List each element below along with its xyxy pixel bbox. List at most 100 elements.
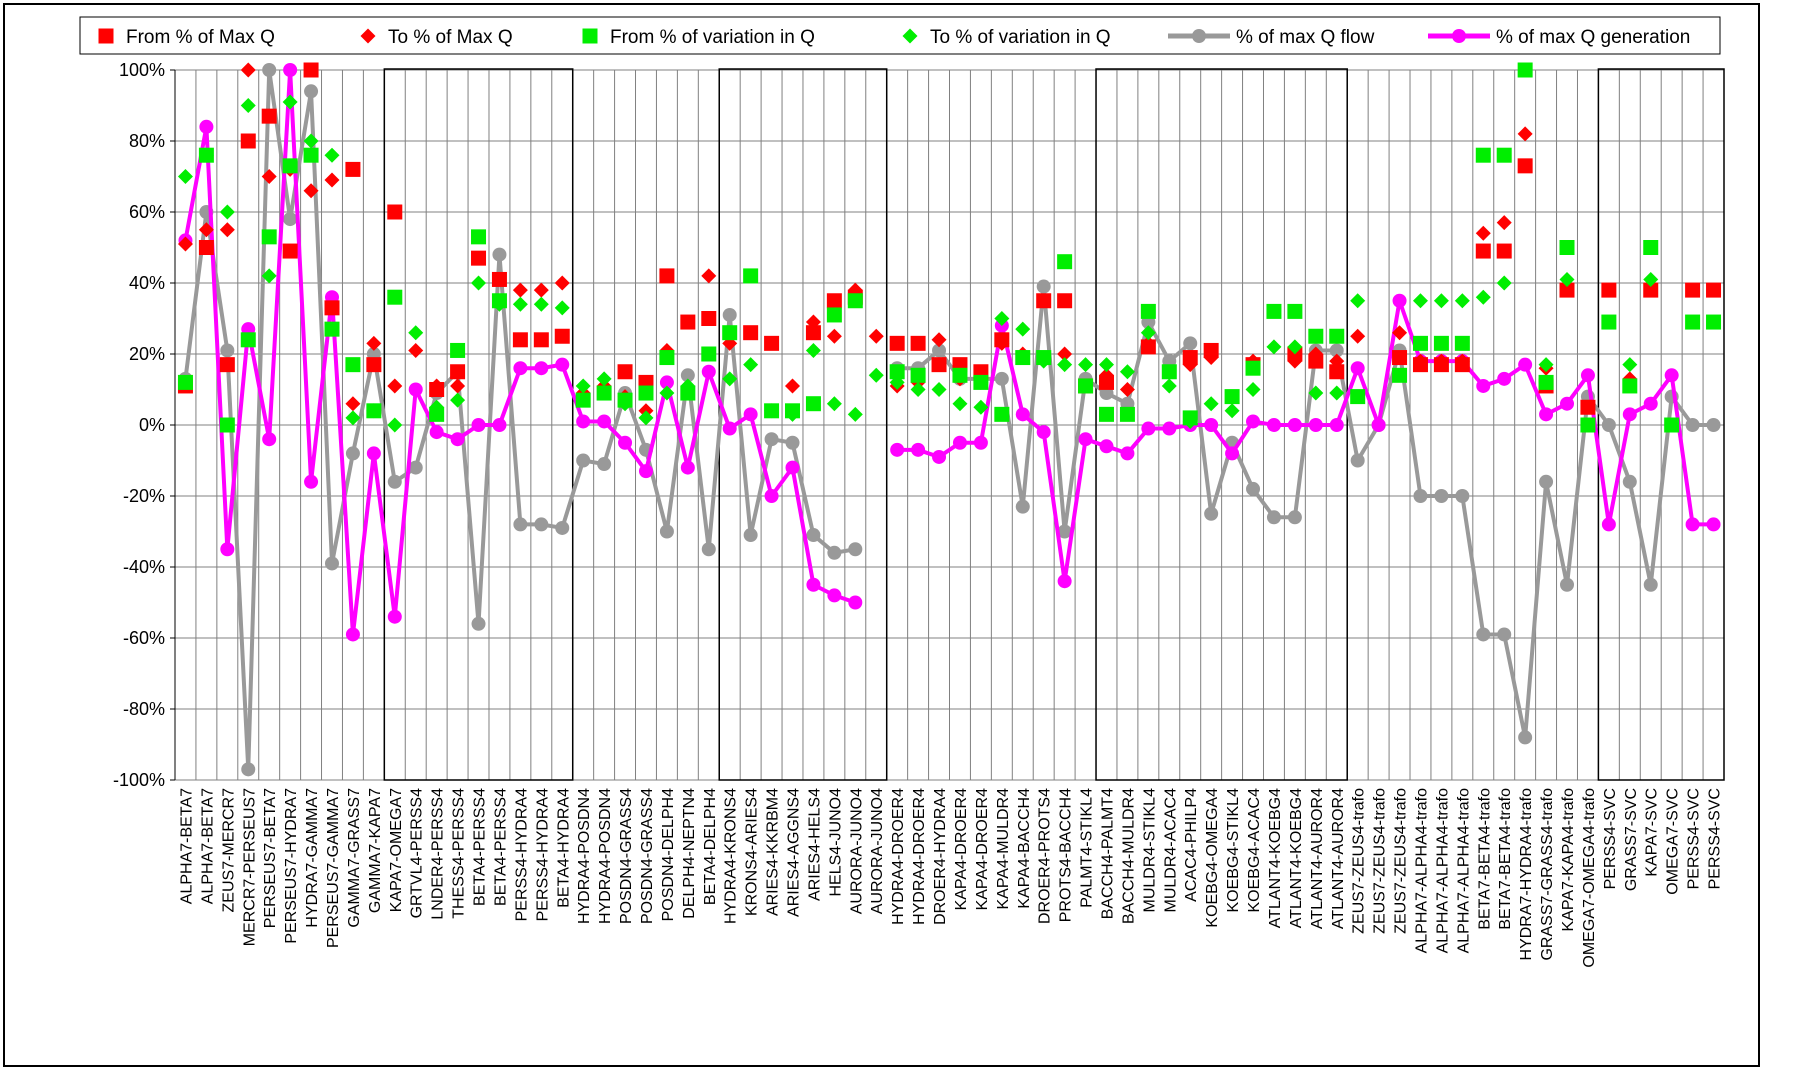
data-point	[1601, 282, 1617, 298]
series-layer	[177, 62, 1722, 777]
data-point	[680, 368, 695, 383]
data-point	[743, 357, 759, 373]
data-point	[303, 183, 319, 199]
x-category-label: ARIES4-AGGNS4	[786, 788, 803, 917]
data-point	[491, 271, 507, 287]
data-point	[261, 169, 277, 184]
data-point	[1099, 439, 1114, 454]
data-point	[533, 332, 549, 348]
data-point	[994, 406, 1010, 422]
data-point	[1454, 335, 1470, 351]
data-point	[471, 616, 486, 631]
data-point	[471, 229, 487, 245]
x-category-label: MULDR4-STIKL4	[1141, 788, 1158, 913]
data-point	[1308, 328, 1324, 344]
data-point	[1057, 346, 1073, 362]
x-axis: ALPHA7-BETA7 ALPHA7-BETA7 ZEUS7-MERCR7 MERC…	[178, 788, 1723, 968]
data-point	[366, 335, 382, 351]
data-point	[931, 357, 947, 373]
y-tick-label: -40%	[123, 557, 165, 577]
x-category-label: PERSEUS7-BETA7	[262, 788, 279, 928]
data-point	[575, 392, 591, 408]
data-point	[932, 449, 947, 464]
x-category-label: ZEUS7-ZEUS4-trafo	[1393, 788, 1410, 934]
data-point	[1517, 126, 1533, 142]
x-category-label: OMEGA7-SVC	[1665, 788, 1682, 895]
data-point	[764, 403, 780, 419]
data-point	[1433, 353, 1449, 369]
data-point	[575, 378, 591, 394]
data-point	[1518, 357, 1533, 372]
data-point	[973, 399, 989, 415]
data-point	[910, 382, 926, 397]
data-point	[1182, 357, 1198, 373]
x-category-label: ALPHA7-ALPHA4-trafo	[1413, 788, 1430, 954]
data-point	[1245, 360, 1261, 376]
data-point	[889, 335, 905, 351]
data-point	[471, 250, 487, 266]
data-point	[1266, 339, 1282, 355]
data-point	[659, 268, 675, 284]
data-point	[219, 204, 235, 220]
data-point	[1622, 357, 1638, 373]
data-point	[345, 396, 361, 412]
data-point	[1246, 481, 1261, 496]
data-point	[1119, 364, 1135, 380]
y-tick-label: -60%	[123, 628, 165, 648]
data-point	[491, 296, 507, 312]
data-point	[1560, 396, 1575, 411]
data-point	[219, 222, 235, 238]
x-category-label: PERSEUS7-GAMMA7	[325, 788, 342, 948]
data-point	[722, 371, 738, 387]
x-category-label: ALPHA7-ALPHA4-trafo	[1455, 788, 1472, 954]
data-point	[240, 98, 256, 113]
x-category-label: POSDN4-GRASS4	[618, 788, 635, 924]
x-category-label: PERSS4-SVC	[1602, 788, 1619, 889]
y-axis: -100% -80% -60% -40% -20% 0% 20% 40% 60% 80% 100%	[113, 60, 176, 790]
data-point	[471, 418, 486, 432]
data-point	[701, 268, 717, 284]
data-point	[1412, 335, 1428, 351]
data-point	[261, 108, 277, 124]
data-point	[1580, 417, 1596, 433]
x-category-label: ZEUS7-MERCR7	[220, 788, 237, 913]
data-point	[1601, 314, 1617, 330]
x-category-label: MULDR4-ACAC4	[1162, 788, 1179, 913]
data-point	[450, 432, 465, 447]
data-point	[283, 212, 298, 227]
data-point	[596, 371, 612, 387]
data-point	[952, 367, 968, 383]
legend: From % of Max Q To % of Max Q From % of va…	[79, 16, 1721, 55]
data-point	[701, 346, 717, 362]
x-category-label: KAPA7-OMEGA7	[388, 788, 405, 912]
data-point	[262, 63, 277, 77]
x-category-label: KAPA7-SVC	[1644, 788, 1661, 877]
data-point	[282, 158, 298, 174]
data-point	[931, 382, 947, 397]
data-point	[701, 542, 716, 557]
legend-label: To % of variation in Q	[930, 27, 1111, 48]
series-line	[897, 284, 1714, 740]
x-category-label: ALPHA7-BETA7	[178, 788, 195, 904]
data-point	[324, 321, 340, 337]
x-category-label: THESS4-PERSS4	[451, 788, 468, 919]
y-tick-label: 60%	[129, 202, 165, 222]
data-point	[764, 489, 779, 503]
data-point	[408, 325, 424, 341]
data-point	[512, 296, 528, 312]
data-point	[1350, 389, 1366, 405]
x-category-label: ATLANT4-KOEBG4	[1288, 788, 1305, 928]
data-point	[1497, 371, 1512, 386]
data-point	[1685, 418, 1700, 432]
x-category-label: ZEUS7-ZEUS4-trafo	[1372, 788, 1389, 934]
data-point	[408, 342, 424, 358]
data-point	[534, 517, 549, 532]
data-point	[597, 414, 612, 429]
data-point	[1015, 499, 1030, 514]
data-point	[680, 314, 696, 330]
x-category-label: PERSS4-SVC	[1686, 788, 1703, 889]
data-point	[1057, 254, 1073, 270]
data-point	[826, 328, 842, 344]
data-point	[345, 446, 360, 461]
